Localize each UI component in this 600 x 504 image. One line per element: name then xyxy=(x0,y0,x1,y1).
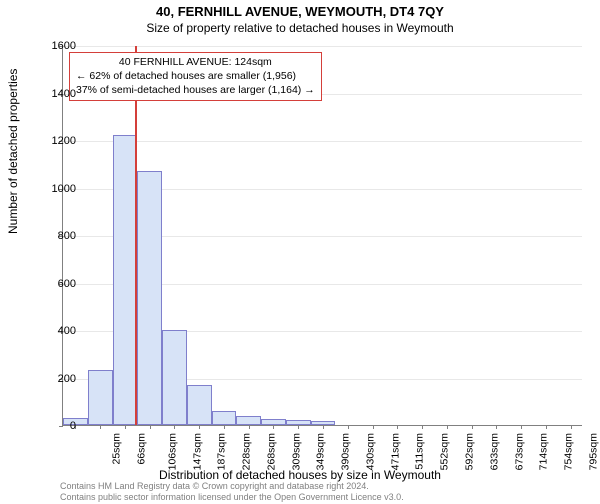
xtick-mark xyxy=(100,425,101,429)
xtick-label: 633sqm xyxy=(488,433,500,470)
xtick-label: 795sqm xyxy=(587,433,599,470)
info-box-line: 37% of semi-detached houses are larger (… xyxy=(76,83,315,97)
xtick-label: 106sqm xyxy=(166,433,178,470)
footer-line-2: Contains public sector information licen… xyxy=(60,492,404,502)
ytick-label: 400 xyxy=(40,325,76,337)
xtick-mark xyxy=(125,425,126,429)
xtick-label: 349sqm xyxy=(315,433,327,470)
xtick-label: 714sqm xyxy=(538,433,550,470)
ytick-label: 200 xyxy=(40,373,76,385)
histogram-bar xyxy=(113,135,138,425)
xtick-mark xyxy=(249,425,250,429)
xtick-label: 430sqm xyxy=(364,433,376,470)
xtick-mark xyxy=(298,425,299,429)
property-marker-line xyxy=(135,46,137,425)
info-box-line: 40 FERNHILL AVENUE: 124sqm xyxy=(76,55,315,69)
ytick-label: 1400 xyxy=(40,88,76,100)
xtick-label: 228sqm xyxy=(241,433,253,470)
xtick-label: 390sqm xyxy=(340,433,352,470)
x-axis-label: Distribution of detached houses by size … xyxy=(0,468,600,482)
xtick-label: 511sqm xyxy=(413,433,425,470)
xtick-mark xyxy=(373,425,374,429)
gridline xyxy=(63,141,582,142)
y-axis-label: Number of detached properties xyxy=(6,69,20,234)
histogram-bar xyxy=(236,416,261,426)
marker-info-box: 40 FERNHILL AVENUE: 124sqm← 62% of detac… xyxy=(69,52,322,101)
xtick-mark xyxy=(521,425,522,429)
xtick-mark xyxy=(397,425,398,429)
ytick-label: 0 xyxy=(40,420,76,432)
xtick-label: 673sqm xyxy=(513,433,525,470)
gridline xyxy=(63,46,582,47)
plot-region: 25sqm66sqm106sqm147sqm187sqm228sqm268sqm… xyxy=(62,46,582,426)
xtick-label: 66sqm xyxy=(136,433,148,465)
xtick-label: 268sqm xyxy=(265,433,277,470)
xtick-mark xyxy=(224,425,225,429)
ytick-label: 600 xyxy=(40,278,76,290)
chart-subtitle: Size of property relative to detached ho… xyxy=(0,21,600,35)
ytick-label: 1200 xyxy=(40,135,76,147)
histogram-bar xyxy=(187,385,212,425)
ytick-label: 1600 xyxy=(40,40,76,52)
xtick-mark xyxy=(422,425,423,429)
xtick-mark xyxy=(199,425,200,429)
xtick-label: 187sqm xyxy=(216,433,228,470)
xtick-mark xyxy=(496,425,497,429)
xtick-label: 754sqm xyxy=(562,433,574,470)
xtick-mark xyxy=(447,425,448,429)
xtick-label: 471sqm xyxy=(389,433,401,470)
xtick-mark xyxy=(546,425,547,429)
xtick-mark xyxy=(323,425,324,429)
footer-line-1: Contains HM Land Registry data © Crown c… xyxy=(60,481,404,491)
xtick-label: 25sqm xyxy=(111,433,123,465)
xtick-mark xyxy=(348,425,349,429)
chart-area: 25sqm66sqm106sqm147sqm187sqm228sqm268sqm… xyxy=(62,46,582,426)
xtick-mark xyxy=(273,425,274,429)
ytick-label: 1000 xyxy=(40,183,76,195)
xtick-mark xyxy=(150,425,151,429)
histogram-bar xyxy=(137,171,162,425)
xtick-label: 309sqm xyxy=(290,433,302,470)
histogram-bar xyxy=(162,330,187,425)
page-title: 40, FERNHILL AVENUE, WEYMOUTH, DT4 7QY xyxy=(0,4,600,19)
xtick-mark xyxy=(571,425,572,429)
xtick-label: 592sqm xyxy=(463,433,475,470)
footer-attribution: Contains HM Land Registry data © Crown c… xyxy=(60,481,404,502)
ytick-label: 800 xyxy=(40,230,76,242)
histogram-bar xyxy=(88,370,113,425)
xtick-mark xyxy=(472,425,473,429)
xtick-mark xyxy=(174,425,175,429)
xtick-label: 552sqm xyxy=(439,433,451,470)
histogram-bar xyxy=(212,411,237,425)
info-box-line: ← 62% of detached houses are smaller (1,… xyxy=(76,69,315,83)
xtick-label: 147sqm xyxy=(191,433,203,470)
